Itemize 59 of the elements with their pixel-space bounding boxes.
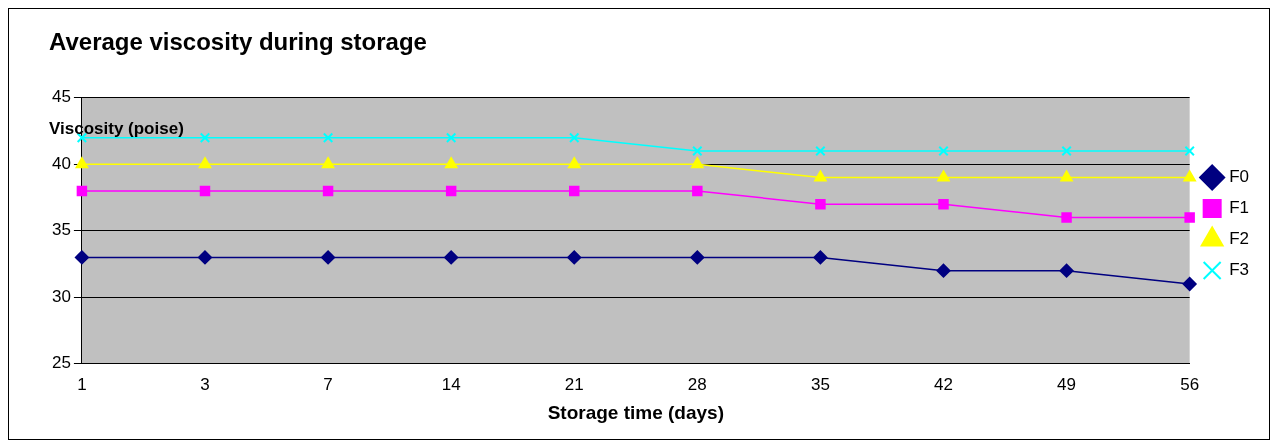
point bbox=[322, 185, 334, 197]
point bbox=[691, 157, 704, 169]
point bbox=[692, 185, 703, 197]
x-tick-label: 49 bbox=[1057, 374, 1077, 394]
legend-label: F3 bbox=[1229, 260, 1249, 280]
x-tick-label: 21 bbox=[564, 374, 584, 394]
point bbox=[815, 198, 826, 210]
x-axis-title: Storage time (days) bbox=[547, 401, 724, 423]
point bbox=[815, 145, 826, 157]
point bbox=[1184, 145, 1195, 157]
legend-label: F2 bbox=[1229, 229, 1249, 249]
y-tick-label: 35 bbox=[51, 220, 71, 240]
point bbox=[445, 132, 457, 143]
y-tick-label: 40 bbox=[51, 153, 71, 173]
point bbox=[692, 145, 703, 157]
point bbox=[321, 250, 336, 265]
point bbox=[76, 185, 88, 197]
y-tick-label: 45 bbox=[51, 87, 71, 107]
point bbox=[74, 250, 89, 265]
point bbox=[322, 132, 334, 143]
point bbox=[814, 170, 827, 182]
point bbox=[938, 198, 949, 210]
x-tick-label: 3 bbox=[200, 374, 210, 394]
point bbox=[1060, 170, 1073, 182]
x-tick-label: 14 bbox=[441, 374, 461, 394]
x-tick-label: 28 bbox=[687, 374, 707, 394]
legend-label: F0 bbox=[1229, 167, 1249, 187]
point bbox=[1061, 212, 1072, 223]
point bbox=[938, 145, 949, 157]
point bbox=[444, 250, 459, 265]
point bbox=[321, 157, 335, 169]
point bbox=[1182, 277, 1197, 291]
point bbox=[1061, 145, 1072, 157]
point bbox=[937, 170, 950, 182]
point bbox=[199, 185, 211, 197]
legend-label: F1 bbox=[1229, 198, 1249, 218]
point bbox=[1183, 170, 1196, 182]
x-tick-label: 42 bbox=[934, 374, 953, 394]
chart-title: Average viscosity during storage bbox=[49, 28, 427, 56]
point bbox=[569, 185, 580, 197]
x-tick-label: 1 bbox=[77, 374, 87, 394]
x-tick-label: 7 bbox=[323, 374, 333, 394]
point bbox=[567, 250, 582, 265]
y-tick-label: 25 bbox=[51, 353, 71, 373]
point bbox=[936, 263, 951, 278]
point bbox=[1059, 263, 1074, 278]
point bbox=[199, 132, 211, 143]
y-tick-label: 30 bbox=[51, 286, 71, 306]
point bbox=[445, 185, 457, 197]
point bbox=[198, 157, 212, 169]
point bbox=[197, 250, 212, 265]
point bbox=[813, 250, 828, 265]
point bbox=[1184, 212, 1195, 223]
x-tick-label: 56 bbox=[1180, 374, 1200, 394]
point bbox=[568, 157, 581, 169]
point bbox=[690, 250, 705, 265]
point bbox=[444, 157, 458, 169]
x-tick-label: 35 bbox=[810, 374, 830, 394]
point bbox=[569, 132, 580, 143]
